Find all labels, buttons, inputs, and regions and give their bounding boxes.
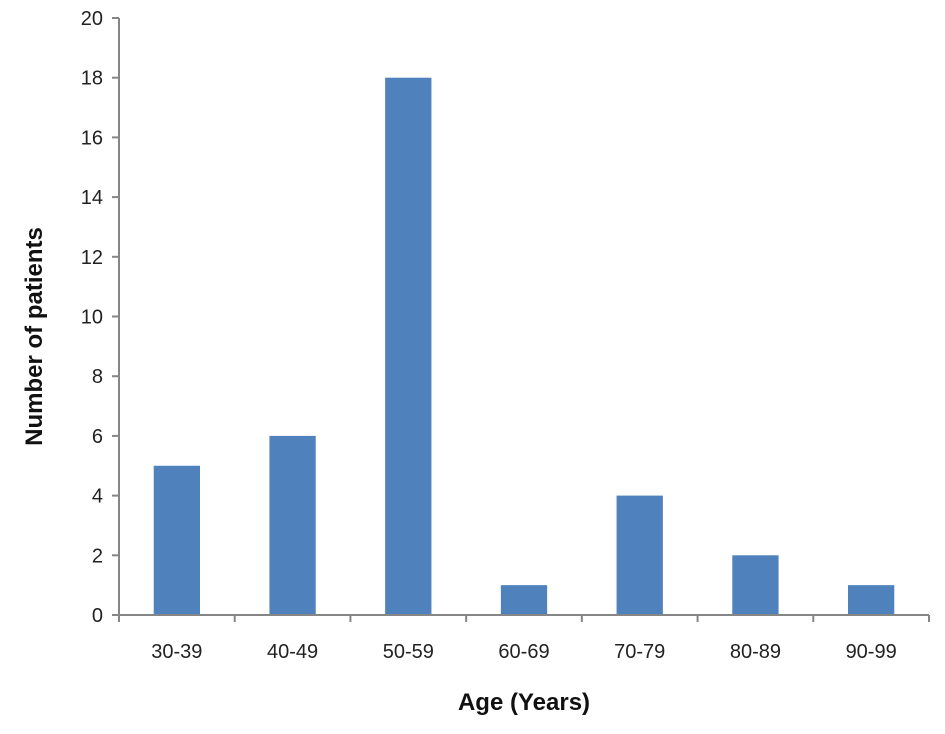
y-tick-label: 14 bbox=[81, 187, 103, 209]
bar-40-49 bbox=[269, 435, 316, 615]
y-axis-ticks bbox=[112, 17, 119, 616]
bar-30-39 bbox=[153, 465, 200, 615]
bars bbox=[153, 77, 895, 615]
bar-50-59 bbox=[385, 77, 432, 615]
bar-70-79 bbox=[616, 495, 663, 615]
x-tick-label: 30-39 bbox=[151, 641, 202, 663]
x-tick-label: 50-59 bbox=[383, 641, 434, 663]
x-tick-label: 90-99 bbox=[846, 641, 897, 663]
x-axis-title: Age (Years) bbox=[458, 689, 590, 716]
x-axis-ticks bbox=[118, 615, 930, 622]
y-tick-label: 2 bbox=[92, 545, 103, 567]
y-tick-label: 18 bbox=[81, 68, 103, 90]
y-tick-label: 16 bbox=[81, 127, 103, 149]
bar-80-89 bbox=[732, 555, 779, 615]
x-tick-label: 40-49 bbox=[267, 641, 318, 663]
x-tick-label: 70-79 bbox=[614, 641, 665, 663]
x-tick-label: 60-69 bbox=[498, 641, 549, 663]
y-tick-label: 0 bbox=[92, 605, 103, 627]
bar-60-69 bbox=[500, 585, 548, 615]
bar-90-99 bbox=[848, 585, 895, 615]
y-tick-label: 20 bbox=[81, 8, 103, 30]
y-tick-label: 8 bbox=[92, 366, 103, 388]
y-tick-label: 10 bbox=[81, 307, 103, 329]
y-tick-label: 4 bbox=[92, 486, 103, 508]
y-axis-title: Number of patients bbox=[21, 227, 48, 446]
x-tick-label: 80-89 bbox=[730, 641, 781, 663]
y-tick-label: 12 bbox=[81, 247, 103, 269]
y-tick-labels: 0 2 4 6 8 10 12 14 16 18 20 bbox=[81, 8, 103, 627]
y-tick-label: 6 bbox=[92, 426, 103, 448]
x-tick-labels: 30-39 40-49 50-59 60-69 70-79 80-89 90-99 bbox=[151, 641, 896, 663]
